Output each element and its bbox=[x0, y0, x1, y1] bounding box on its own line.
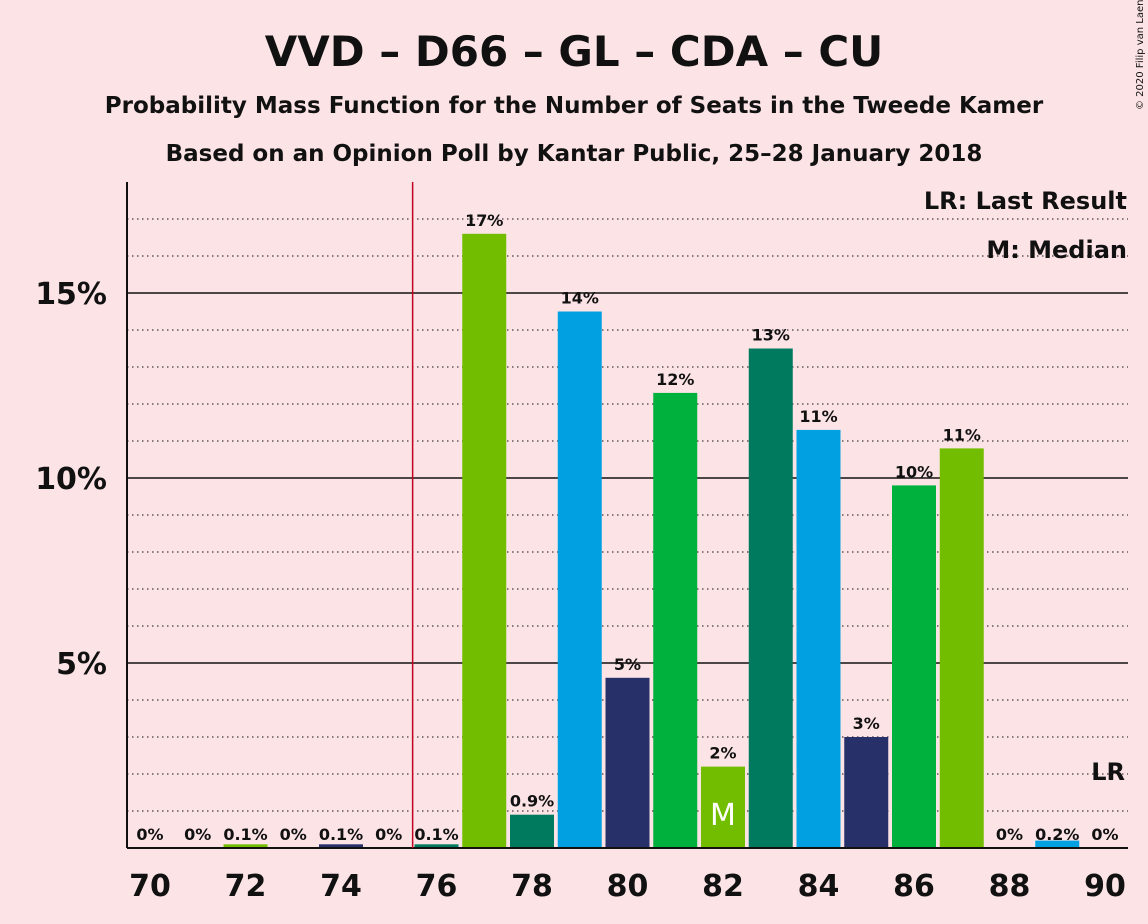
bar-seat-83 bbox=[748, 348, 793, 848]
bar-value-label-75: 0% bbox=[375, 825, 402, 844]
bar-seat-74 bbox=[319, 844, 363, 848]
y-tick-10: 10% bbox=[35, 462, 107, 497]
bar-seat-76 bbox=[414, 844, 459, 848]
bar-value-label-76: 0.1% bbox=[414, 825, 458, 844]
bar-seat-86 bbox=[892, 485, 936, 848]
bar-seat-85 bbox=[844, 737, 889, 848]
median-marker: M bbox=[710, 798, 736, 833]
x-tick-90: 90 bbox=[1084, 869, 1126, 904]
bar-value-label-88: 0% bbox=[996, 825, 1023, 844]
bar-seat-80 bbox=[605, 677, 650, 848]
bar-seat-82 bbox=[701, 766, 745, 848]
x-tick-88: 88 bbox=[989, 869, 1031, 904]
bar-seat-77 bbox=[462, 233, 507, 849]
bar-value-label-73: 0% bbox=[280, 825, 307, 844]
y-tick-15: 15% bbox=[35, 277, 107, 312]
bar-value-label-71: 0% bbox=[184, 825, 211, 844]
y-tick-labels: 5% 10% 15% bbox=[35, 277, 107, 682]
x-tick-70: 70 bbox=[129, 869, 171, 904]
x-tick-80: 80 bbox=[607, 869, 649, 904]
bar-seat-84 bbox=[796, 429, 841, 848]
bar-seat-89 bbox=[1035, 840, 1080, 848]
bar-value-label-79: 14% bbox=[561, 289, 599, 308]
bar-value-label-74: 0.1% bbox=[319, 825, 363, 844]
bar-value-label-82: 2% bbox=[709, 744, 736, 763]
bar-value-label-84: 11% bbox=[799, 407, 837, 426]
bar-value-label-70: 0% bbox=[136, 825, 163, 844]
x-tick-74: 74 bbox=[320, 869, 362, 904]
legend-last-result: LR: Last Result bbox=[924, 187, 1127, 215]
bar-value-label-81: 12% bbox=[656, 370, 694, 389]
chart-title: VVD – D66 – GL – CDA – CU bbox=[265, 27, 884, 76]
bar-seat-87 bbox=[939, 448, 984, 848]
bar-value-label-78: 0.9% bbox=[510, 792, 554, 811]
bar-value-label-80: 5% bbox=[614, 655, 641, 674]
bar-seat-79 bbox=[557, 311, 602, 848]
x-tick-86: 86 bbox=[893, 869, 935, 904]
bar-value-label-90: 0% bbox=[1091, 825, 1118, 844]
y-tick-5: 5% bbox=[56, 647, 107, 682]
bar-value-label-72: 0.1% bbox=[223, 825, 267, 844]
x-tick-72: 72 bbox=[225, 869, 267, 904]
x-tick-76: 76 bbox=[416, 869, 458, 904]
chart-subtitle: Probability Mass Function for the Number… bbox=[105, 93, 1044, 119]
x-tick-82: 82 bbox=[702, 869, 744, 904]
chart-subtitle-poll: Based on an Opinion Poll by Kantar Publi… bbox=[166, 141, 983, 167]
legend-median: M: Median bbox=[986, 236, 1127, 264]
bar-seat-72 bbox=[223, 844, 268, 848]
bars: 0% 0% 0.1% 0% 0.1% 0% 0.1% 17% 0.9% 14% 5% 12% 2% M 13… bbox=[136, 211, 1119, 849]
bar-value-label-77: 17% bbox=[465, 211, 503, 230]
last-result-marker: LR bbox=[1091, 758, 1125, 786]
bar-value-label-86: 10% bbox=[895, 462, 933, 481]
bar-value-label-83: 13% bbox=[752, 326, 790, 345]
x-tick-labels: 70 72 74 76 78 80 82 84 86 88 90 bbox=[129, 869, 1126, 904]
x-tick-78: 78 bbox=[511, 869, 553, 904]
bar-value-label-89: 0.2% bbox=[1035, 825, 1079, 844]
bar-seat-81 bbox=[653, 392, 698, 848]
bar-value-label-85: 3% bbox=[853, 714, 880, 733]
bar-seat-78 bbox=[510, 814, 554, 848]
x-tick-84: 84 bbox=[798, 869, 840, 904]
copyright-note: © 2020 Filip van Laenen bbox=[1135, 0, 1146, 110]
bar-value-label-87: 11% bbox=[943, 425, 981, 444]
